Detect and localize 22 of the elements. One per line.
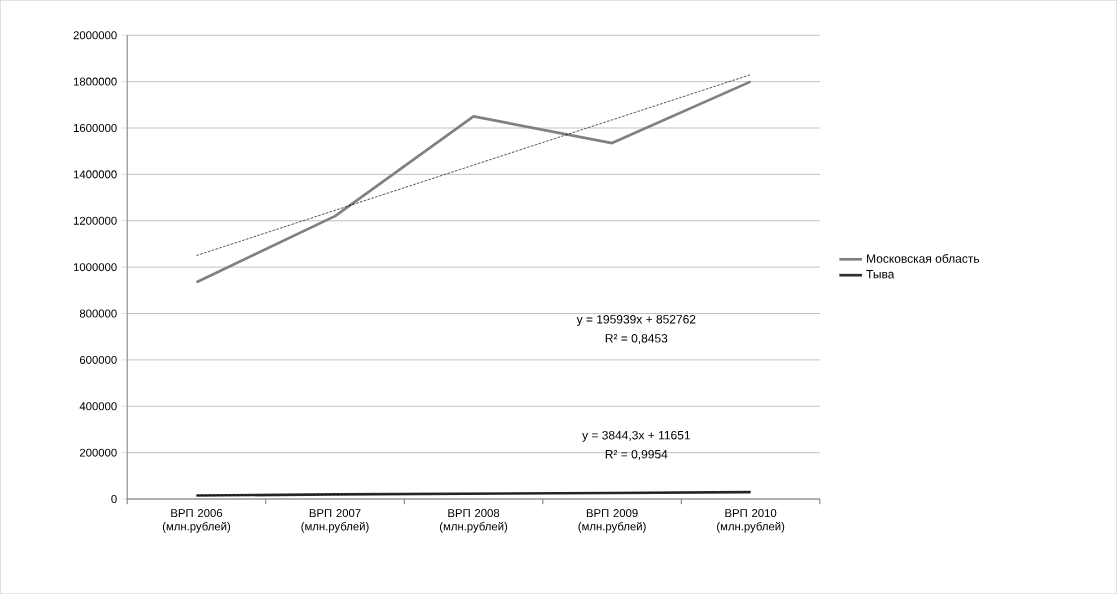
x-tick-label: ВРП 2008 (млн.рублей) <box>439 508 508 533</box>
y-tick-label: 0 <box>111 494 117 503</box>
annotation: y = 3844,3x + 11651 <box>582 430 690 442</box>
legend-label: Московская область <box>867 253 980 263</box>
y-tick-label: 600000 <box>79 355 117 364</box>
x-tick-label: ВРП 2009 (млн.рублей) <box>578 508 646 533</box>
x-tick-label: ВРП 2010 (млн.рублей) <box>717 508 785 533</box>
x-tick-label: ВРП 2007 (млн.рублей) <box>301 508 369 533</box>
y-tick-label: 1000000 <box>73 263 117 272</box>
y-tick-label: 1400000 <box>73 170 117 179</box>
annotation: R² = 0,8453 <box>605 333 668 344</box>
y-tick-label: 1600000 <box>73 123 117 132</box>
y-tick-label: 2000000 <box>73 31 117 40</box>
x-tick-label: ВРП 2006 (млн.рублей) <box>162 508 231 533</box>
y-tick-label: 400000 <box>79 402 117 411</box>
legend-label: Тыва <box>866 269 895 279</box>
annotation: y = 195939x + 852762 <box>576 314 696 326</box>
y-tick-label: 1800000 <box>73 77 117 86</box>
y-tick-label: 800000 <box>79 309 117 318</box>
y-tick-label: 200000 <box>79 448 117 457</box>
annotation: R² = 0,9954 <box>605 449 668 460</box>
y-tick-label: 1200000 <box>73 216 117 225</box>
